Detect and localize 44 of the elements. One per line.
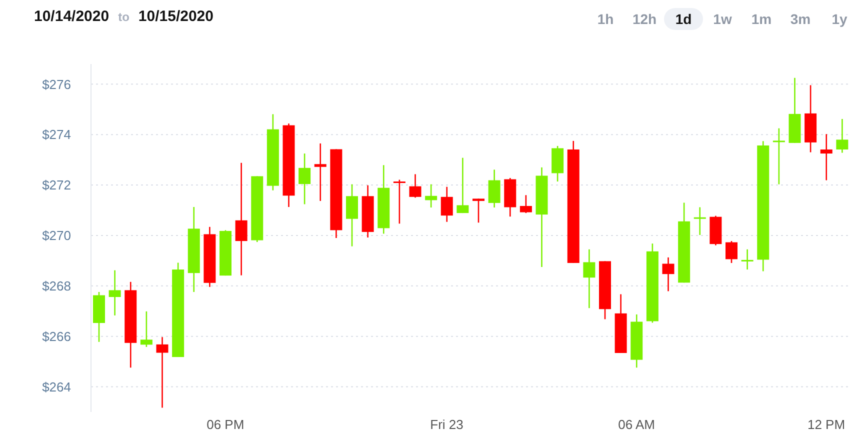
candlestick	[235, 162, 248, 276]
y-tick-label: $274	[42, 127, 71, 142]
candlestick	[314, 142, 326, 202]
candlestick	[140, 310, 152, 348]
text: 10/15/2020	[138, 8, 214, 25]
text: 10/14/2020	[34, 8, 110, 25]
y-tick-label: $268	[42, 278, 71, 294]
candlestick	[662, 256, 674, 292]
x-tick-label: 06 PM	[206, 417, 244, 432]
candlestick	[583, 248, 596, 309]
candlestick	[409, 174, 422, 198]
candlestick	[472, 198, 484, 224]
candlestick	[440, 186, 453, 223]
text: to	[118, 10, 130, 24]
x-tick-label: 12 PM	[807, 417, 846, 432]
candlestick	[393, 179, 406, 224]
text: 1w	[712, 10, 733, 29]
candlestick	[488, 169, 500, 208]
candlestick	[820, 133, 832, 181]
candlestick	[456, 157, 469, 214]
candlestick	[741, 248, 754, 270]
candlestick	[520, 194, 532, 214]
text: 1h	[596, 10, 615, 29]
candlestick	[772, 128, 785, 185]
text: 12h	[631, 10, 658, 29]
candlestick	[346, 184, 358, 247]
x-tick-label: Fri 23	[430, 417, 464, 432]
y-tick-label: $270	[42, 228, 71, 244]
x-tick-label: 06 AM	[618, 417, 655, 432]
candlestick	[726, 240, 738, 264]
candlestick	[425, 184, 438, 208]
candlestick	[694, 206, 706, 236]
y-tick-label: $276	[42, 76, 71, 92]
text: 3m	[789, 10, 812, 29]
text: 1y	[830, 10, 848, 29]
candlestick	[108, 270, 121, 316]
text: 1m	[750, 10, 773, 29]
y-tick-label: $266	[42, 328, 71, 344]
y-tick-label: $272	[42, 178, 71, 193]
text: 1d	[664, 8, 703, 30]
y-tick-label: $264	[42, 379, 71, 394]
candlestick	[836, 118, 848, 154]
candlestick	[156, 336, 168, 408]
candlestick	[298, 152, 311, 205]
